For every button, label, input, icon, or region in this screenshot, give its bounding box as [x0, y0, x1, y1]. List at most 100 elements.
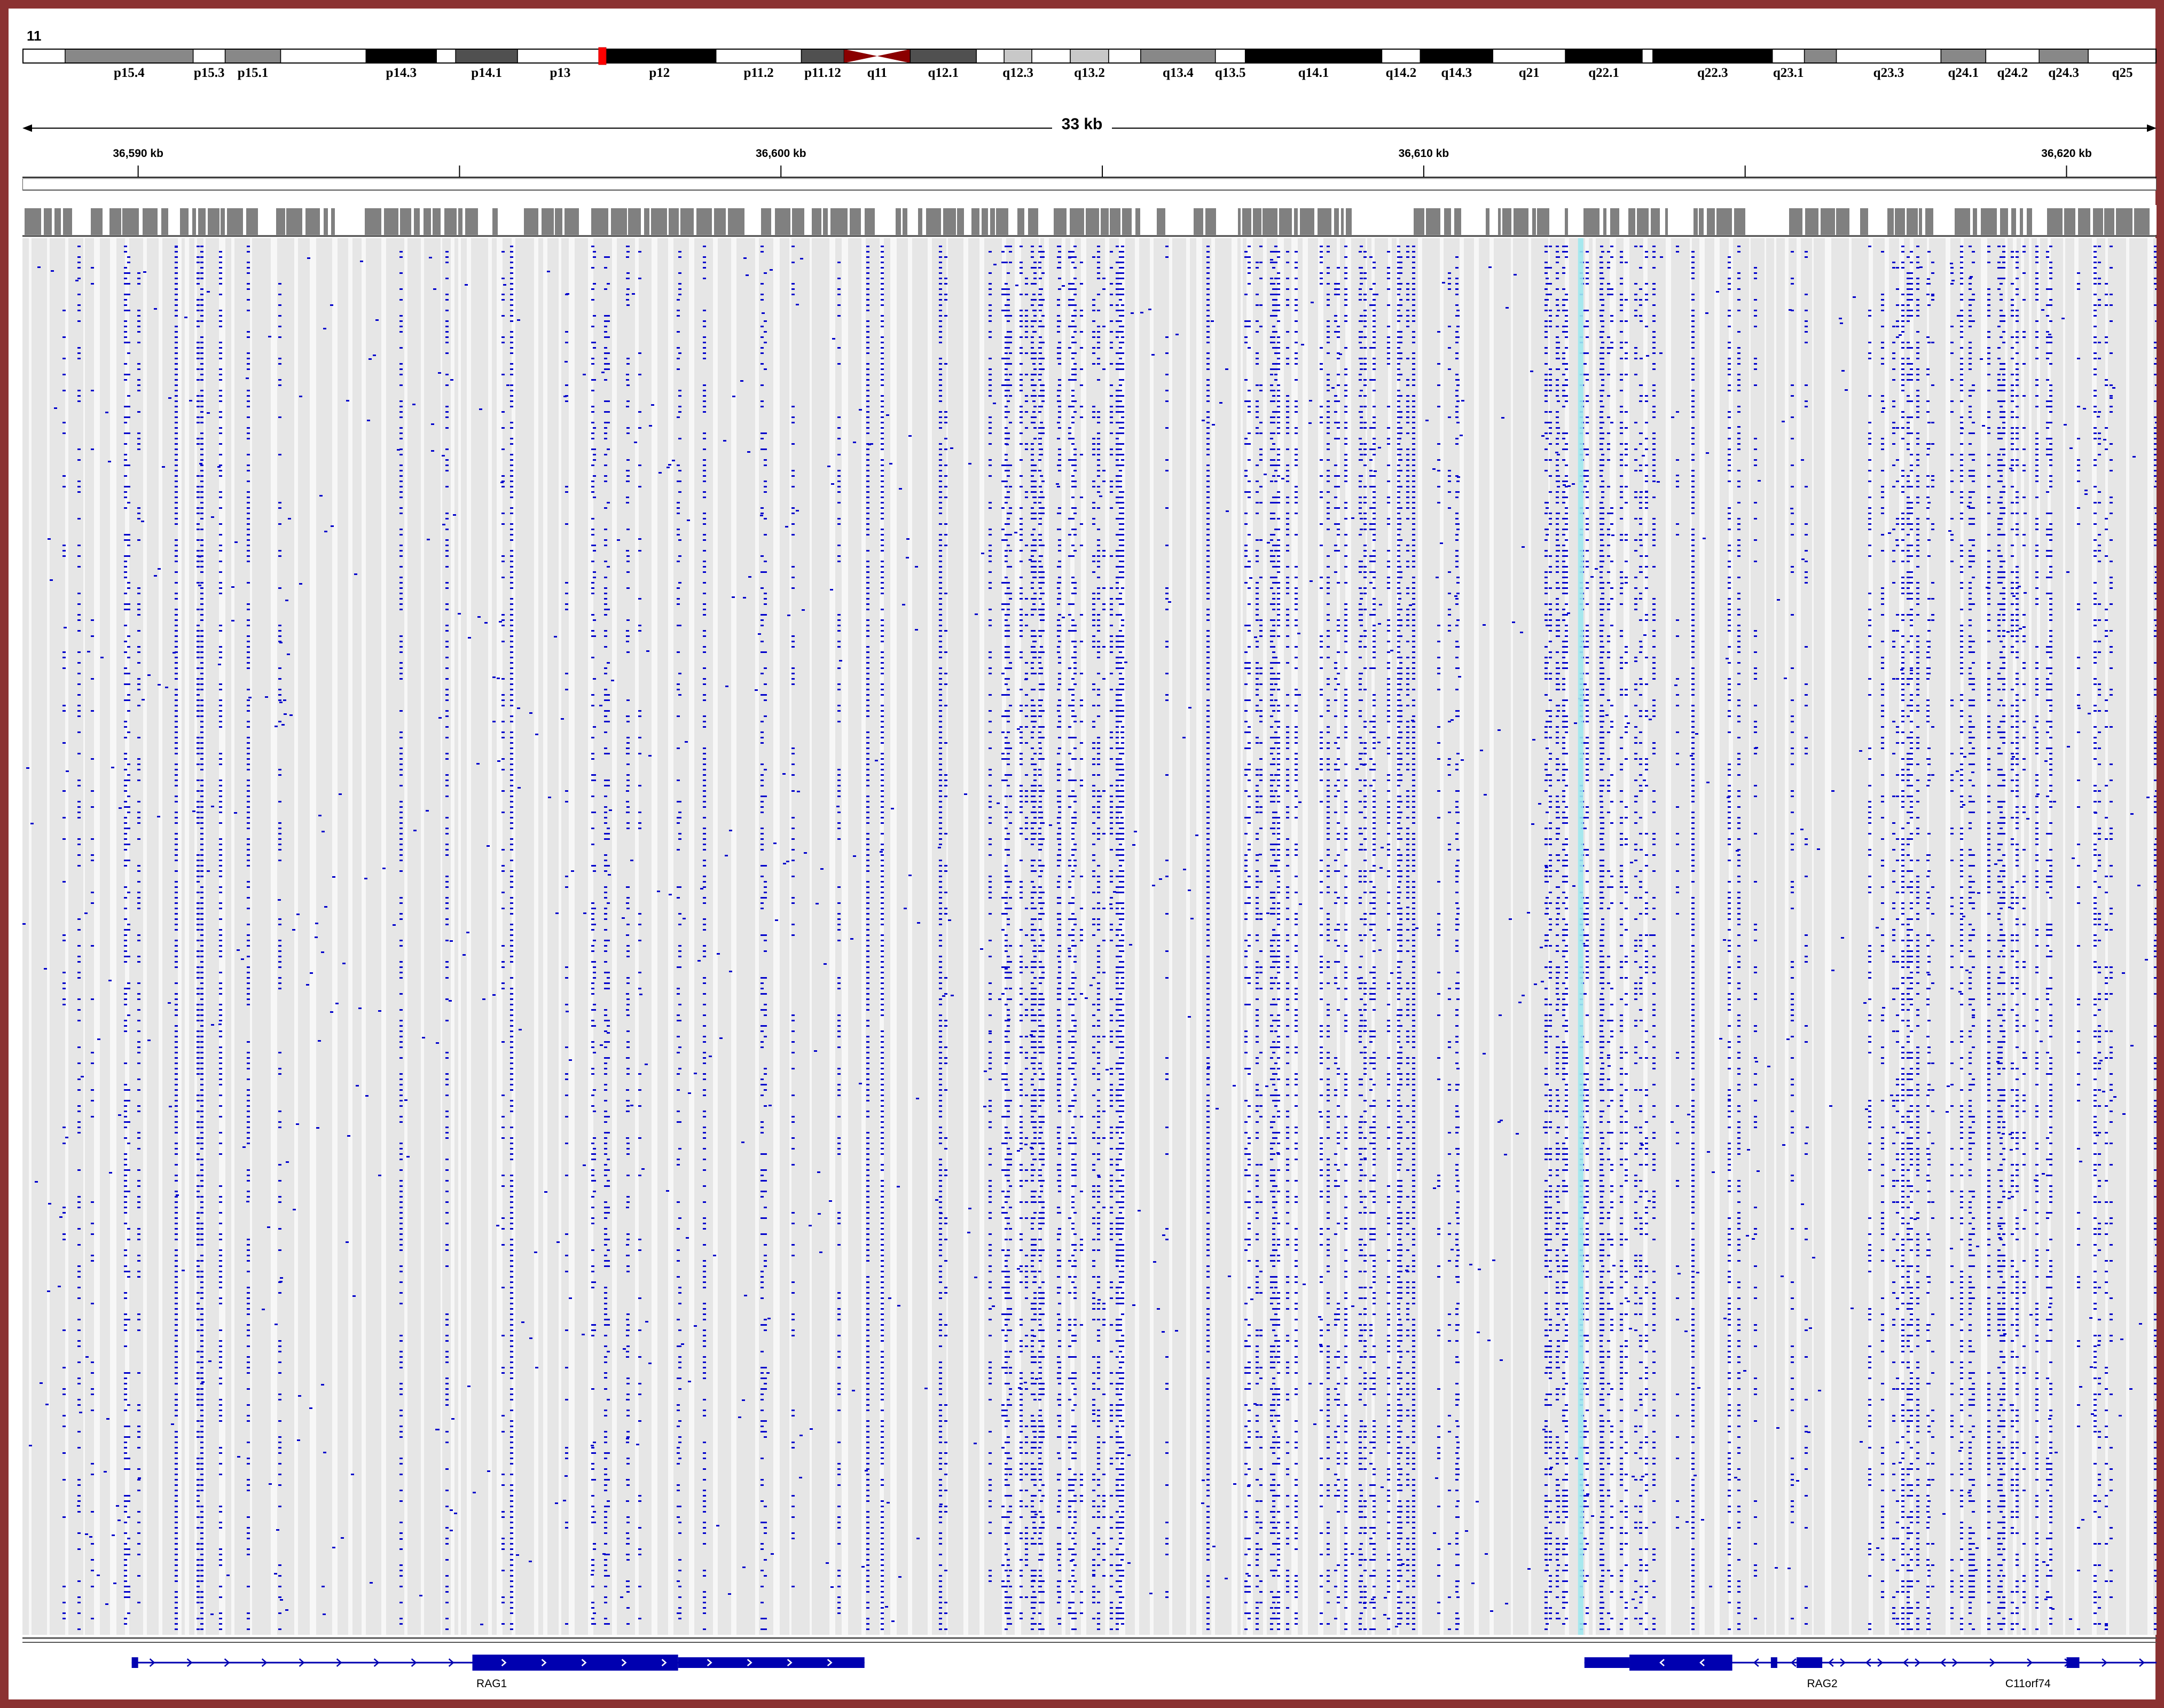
ideogram-band[interactable]: p11.2: [715, 49, 802, 80]
alignment-track[interactable]: [22, 178, 2157, 1644]
gene-c11orf74[interactable]: C11orf74: [1822, 1657, 2157, 1690]
ideogram-band[interactable]: p11.12: [801, 49, 845, 80]
ideogram-band-label: q24.3: [2048, 66, 2079, 80]
exon-strand-arrow-icon: [1659, 1659, 1665, 1666]
ideogram-band-label: q23.1: [1773, 66, 1804, 80]
exon-strand-arrow-icon: [827, 1659, 833, 1666]
strand-arrow-icon: [1790, 1658, 1797, 1667]
exon-strand-arrow-icon: [621, 1659, 627, 1666]
gene-label: RAG1: [476, 1678, 507, 1690]
ideogram-band[interactable]: [1108, 49, 1141, 64]
ideogram-band[interactable]: [976, 49, 1005, 64]
strand-arrow-icon: [261, 1658, 268, 1667]
ideogram-band-label: q21: [1519, 66, 1540, 80]
ideogram-band[interactable]: p15.1: [224, 49, 281, 80]
ideogram-band[interactable]: q12.3: [1002, 49, 1033, 80]
gene-exon: [2066, 1657, 2080, 1668]
gene-exon: [1796, 1657, 1823, 1668]
ideogram-band[interactable]: q25: [2088, 49, 2157, 80]
ideogram-band[interactable]: p13: [517, 49, 603, 80]
exon-strand-arrow-icon: [501, 1659, 507, 1666]
strand-arrow-icon: [2102, 1658, 2108, 1667]
ideogram-band-label: q23.3: [1873, 66, 1904, 80]
ideogram-band-label: q11: [867, 66, 888, 80]
ideogram-band-label: p15.3: [194, 66, 225, 80]
ideogram-band[interactable]: q24.1: [1940, 49, 1987, 80]
ideogram-band-label: p12: [649, 66, 670, 80]
ideogram-band-label: q24.1: [1948, 66, 1979, 80]
gene-track[interactable]: RAG1 RAG2 C11orf74: [22, 1644, 2157, 1698]
strand-arrow-icon: [1915, 1658, 1921, 1667]
exon-strand-arrow-icon: [787, 1659, 793, 1666]
ideogram-band-label: p14.1: [471, 66, 502, 80]
ideogram-band[interactable]: p14.3: [365, 49, 437, 80]
ideogram-band-label: q25: [2112, 66, 2133, 80]
ideogram-band[interactable]: q12.1: [909, 49, 977, 80]
ideogram-band[interactable]: q13.4: [1140, 49, 1216, 80]
ideogram-band[interactable]: q13.5: [1215, 49, 1246, 80]
ideogram-band-label: q12.3: [1002, 66, 1033, 80]
ideogram-band[interactable]: q23.1: [1771, 49, 1805, 80]
gene-exon: [472, 1655, 678, 1671]
ideogram-band[interactable]: q22.1: [1565, 49, 1643, 80]
strand-arrow-icon: [1877, 1658, 1884, 1667]
ruler-tick-label: 36,600 kb: [756, 147, 806, 160]
ruler-tick: 36,600 kb: [756, 147, 806, 177]
ideogram-band[interactable]: q13.2: [1070, 49, 1109, 80]
ideogram-band-label: p15.4: [114, 66, 145, 80]
gene-exon: [678, 1657, 865, 1668]
ideogram-band-label: p11.2: [743, 66, 773, 80]
ideogram-band-label: q14.3: [1441, 66, 1472, 80]
ideogram-band-label: q24.2: [1997, 66, 2028, 80]
ideogram-band-label: q22.1: [1588, 66, 1619, 80]
ideogram-band[interactable]: q22.3: [1652, 49, 1773, 80]
ideogram-band-label: q22.3: [1697, 66, 1728, 80]
ideogram-band[interactable]: [1031, 49, 1071, 64]
gene-label: C11orf74: [2005, 1678, 2051, 1690]
ideogram-band[interactable]: q23.3: [1836, 49, 1942, 80]
ideogram-band[interactable]: [1642, 49, 1653, 64]
strand-arrow-icon: [1753, 1658, 1759, 1667]
current-view-indicator: [598, 47, 607, 65]
gene-rag2[interactable]: RAG2: [1584, 1655, 1977, 1690]
ideogram-band[interactable]: q14.3: [1420, 49, 1493, 80]
strand-arrow-icon: [1840, 1658, 1846, 1667]
strand-arrow-icon: [299, 1658, 305, 1667]
ideogram-band[interactable]: p15.4: [65, 49, 194, 80]
ruler-tick: 36,620 kb: [2041, 147, 2092, 177]
exon-strand-arrow-icon: [581, 1659, 587, 1666]
coverage-track[interactable]: [22, 205, 2157, 237]
ideogram-band[interactable]: p15.3: [192, 49, 226, 80]
gene-exon: [1584, 1657, 1630, 1668]
ideogram-band[interactable]: [1804, 49, 1837, 64]
ideogram-band[interactable]: [436, 49, 456, 64]
chromosome-ideogram[interactable]: p15.4 p15.3 p15.1 p14.3 p14.1 p13 p12 p11.2 p11.…: [22, 47, 2157, 80]
ruler-tick: 36,610 kb: [1399, 147, 1449, 177]
gene-exon: [1770, 1657, 1777, 1668]
ideogram-band[interactable]: q14.2: [1381, 49, 1421, 80]
gene-label: RAG2: [1807, 1678, 1838, 1690]
centromere-left: [844, 49, 877, 63]
ideogram-band[interactable]: p14.1: [455, 49, 518, 80]
ideogram-band[interactable]: q14.1: [1244, 49, 1383, 80]
strand-arrow-icon: [373, 1658, 380, 1667]
genomic-ruler[interactable]: 36,590 kb 36,600 kb 36,610 kb 36,620 kb: [22, 110, 2157, 185]
ideogram-band[interactable]: [280, 49, 367, 64]
gene-rag1[interactable]: RAG1: [131, 1655, 865, 1690]
ideogram-band[interactable]: q24.3: [2038, 49, 2089, 80]
ideogram-band-label: p13: [550, 66, 571, 80]
ideogram-band[interactable]: q21: [1492, 49, 1566, 80]
ideogram-band-label: p11.12: [804, 66, 841, 80]
strand-arrow-icon: [2139, 1658, 2145, 1667]
ideogram-band[interactable]: p12: [602, 49, 717, 80]
ideogram-band[interactable]: q24.2: [1985, 49, 2040, 80]
ideogram-band-label: q13.4: [1163, 66, 1194, 80]
reads-area[interactable]: [22, 238, 2157, 1635]
ideogram-band[interactable]: q11: [844, 49, 911, 80]
exon-strand-arrow-icon: [747, 1659, 752, 1666]
strand-arrow-icon: [149, 1658, 155, 1667]
mismatch-marks: [22, 246, 2157, 1630]
ideogram-band-label: q13.5: [1215, 66, 1246, 80]
strand-arrow-icon: [1989, 1658, 1996, 1667]
